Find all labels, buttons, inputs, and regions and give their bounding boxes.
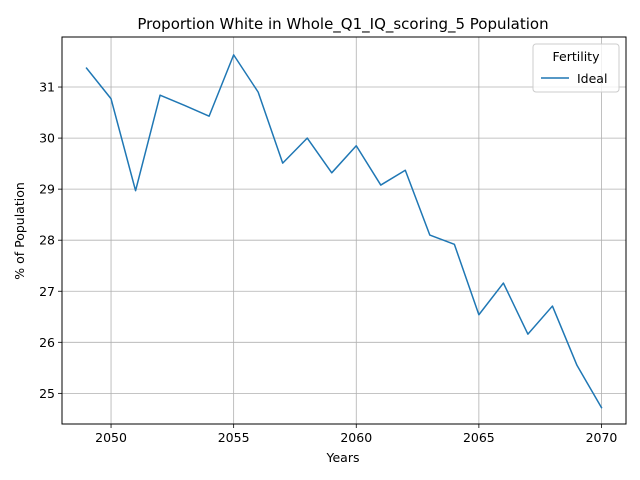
series-lines <box>85 54 603 409</box>
x-tick-label: 2065 <box>463 430 495 445</box>
series-line-ideal <box>85 54 603 409</box>
plot-frame <box>61 36 627 425</box>
legend-label-ideal: Ideal <box>577 71 607 86</box>
y-tick-label: 27 <box>39 284 55 299</box>
x-axis-ticks: 2050 2055 2060 2065 2070 <box>95 424 617 445</box>
x-tick-label: 2070 <box>586 430 618 445</box>
legend: Fertility Ideal <box>532 43 620 93</box>
y-tick-label: 29 <box>39 182 55 197</box>
chart-title: Proportion White in Whole_Q1_IQ_scoring_… <box>137 15 548 34</box>
x-tick-label: 2050 <box>95 430 127 445</box>
legend-box <box>532 43 620 93</box>
x-axis-label: Years <box>326 450 360 465</box>
y-axis-label: % of Population <box>12 182 27 280</box>
y-tick-label: 30 <box>39 131 55 146</box>
y-tick-label: 28 <box>39 233 55 248</box>
y-axis-ticks: 25 26 27 28 29 30 31 <box>39 80 62 401</box>
x-tick-label: 2060 <box>340 430 372 445</box>
x-tick-label: 2055 <box>218 430 250 445</box>
y-tick-label: 26 <box>39 335 55 350</box>
y-tick-label: 25 <box>39 386 55 401</box>
legend-title: Fertility <box>553 49 601 64</box>
y-tick-label: 31 <box>39 80 55 95</box>
grid <box>62 37 626 424</box>
